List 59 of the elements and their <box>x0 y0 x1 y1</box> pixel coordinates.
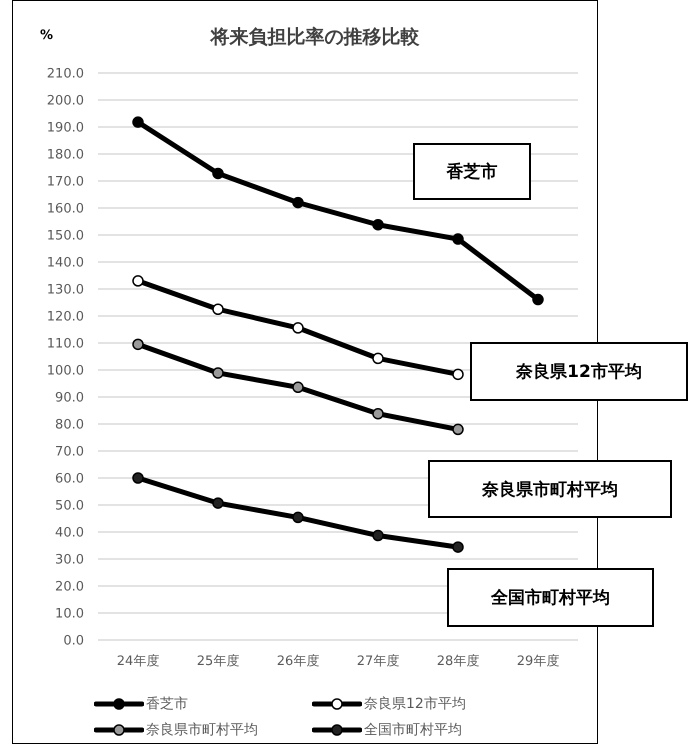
legend-label: 奈良県市町村平均 <box>146 721 258 739</box>
point <box>132 275 144 287</box>
y-axis-title: % <box>40 28 54 43</box>
text-box: 奈良県市町村平均 <box>428 460 672 518</box>
point <box>452 368 464 380</box>
chart-title: 将来負担比率の推移比較 <box>210 26 420 48</box>
point <box>292 512 304 524</box>
point <box>452 541 464 553</box>
y-tick-label: 210.0 <box>46 66 84 82</box>
y-tick-label: 0.0 <box>63 634 84 649</box>
legend-label: 奈良県12市平均 <box>364 695 466 713</box>
y-tick-label: 20.0 <box>55 580 84 595</box>
point <box>372 352 384 364</box>
point <box>292 382 304 394</box>
point <box>292 196 304 208</box>
y-tick-label: 50.0 <box>55 498 84 514</box>
point <box>212 304 224 315</box>
legend-label: 香芝市 <box>146 695 188 713</box>
point <box>372 408 384 420</box>
point <box>132 116 144 128</box>
y-tick-label: 70.0 <box>55 444 84 460</box>
y-tick-label: 100.0 <box>46 364 84 379</box>
text-box: 全国市町村平均 <box>447 568 654 627</box>
point <box>132 338 144 350</box>
y-tick-label: 190.0 <box>46 120 84 136</box>
point <box>212 497 224 509</box>
y-tick-label: 90.0 <box>55 390 84 406</box>
x-tick-label: 29年度 <box>516 653 560 670</box>
point <box>212 367 224 379</box>
y-tick-label: 130.0 <box>46 282 84 298</box>
point <box>212 168 224 180</box>
y-tick-label: 110.0 <box>46 336 84 352</box>
point <box>132 472 144 484</box>
y-tick-label: 30.0 <box>55 552 84 568</box>
y-tick-label: 60.0 <box>55 472 84 487</box>
y-tick-label: 150.0 <box>46 228 84 244</box>
y-tick-label: 120.0 <box>46 310 84 325</box>
y-tick-label: 160.0 <box>46 202 84 217</box>
x-tick-label: 28年度 <box>436 653 480 670</box>
text-box: 香芝市 <box>413 143 531 200</box>
point <box>292 322 304 334</box>
y-tick-label: 200.0 <box>46 94 84 109</box>
x-tick-label: 25年度 <box>196 653 240 670</box>
y-tick-label: 80.0 <box>55 418 84 433</box>
y-tick-label: 140.0 <box>46 256 84 271</box>
y-tick-label: 10.0 <box>55 606 84 622</box>
x-tick-label: 26年度 <box>276 653 320 670</box>
point <box>532 294 544 306</box>
y-tick-label: 170.0 <box>46 174 84 190</box>
point <box>372 218 384 230</box>
legend-label: 全国市町村平均 <box>364 721 462 739</box>
y-tick-label: 40.0 <box>55 526 84 541</box>
point <box>372 530 384 542</box>
x-tick-label: 27年度 <box>356 653 400 670</box>
point <box>452 424 464 436</box>
x-tick-label: 24年度 <box>116 653 160 670</box>
y-tick-label: 180.0 <box>46 148 84 163</box>
point <box>452 233 464 245</box>
text-box: 奈良県12市平均 <box>470 342 688 401</box>
